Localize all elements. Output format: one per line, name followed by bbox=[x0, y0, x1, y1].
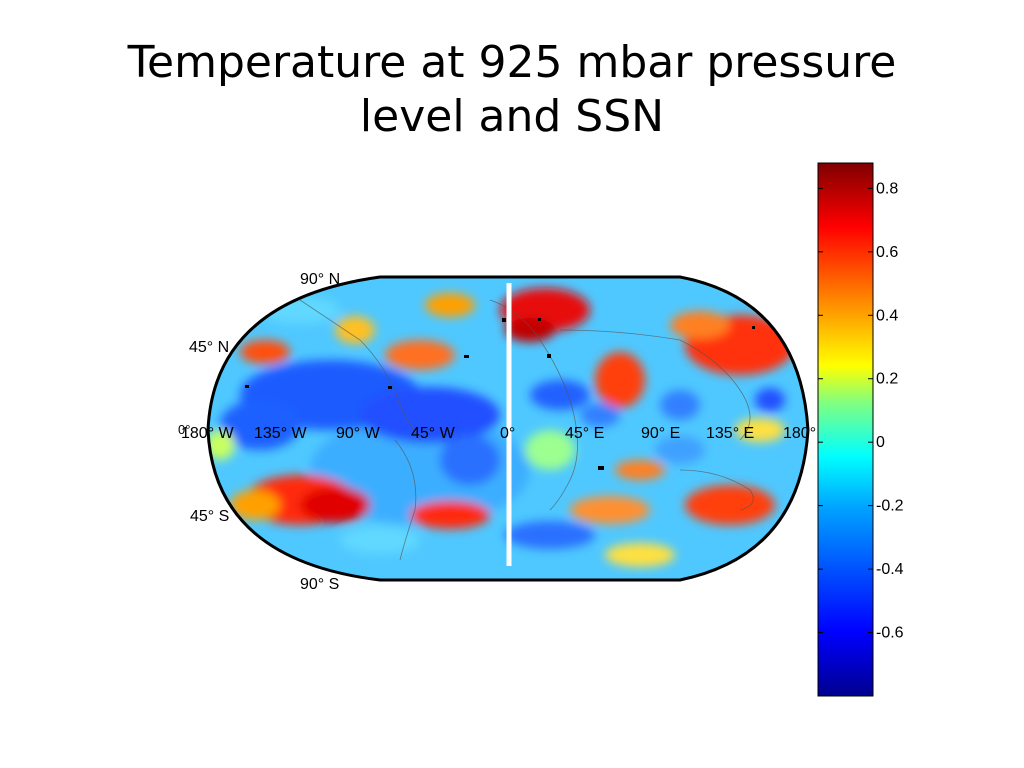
coastline-overlay bbox=[299, 299, 754, 561]
colorbar-tick-label: 0.8 bbox=[876, 180, 898, 197]
lat-label-90s: 90° S bbox=[300, 576, 340, 593]
lon-label-180w: 180° W bbox=[181, 425, 234, 442]
lon-label-135e: 135° E bbox=[706, 425, 755, 442]
lon-label-0: 0° bbox=[500, 425, 516, 442]
title-line-2: level and SSN bbox=[359, 91, 665, 142]
colorbar-tick-label: 0.6 bbox=[876, 244, 898, 261]
colorbar-tick-label: -0.4 bbox=[876, 561, 904, 578]
colorbar-ticks: 0.8 0.6 0.4 0.2 0 -0.2 -0.4 -0.6 bbox=[818, 180, 904, 642]
lon-label-45w: 45° W bbox=[411, 425, 455, 442]
colorbar-tick-label: -0.2 bbox=[876, 498, 904, 515]
map-frame bbox=[206, 275, 810, 582]
lon-label-180: 180° bbox=[783, 425, 817, 442]
lon-label-90w: 90° W bbox=[336, 425, 380, 442]
station-markers bbox=[245, 318, 755, 470]
temperature-field bbox=[208, 277, 808, 580]
title-line-1: Temperature at 925 mbar pressure bbox=[127, 37, 897, 88]
colorbar-frame bbox=[817, 162, 874, 697]
lon-label-90e: 90° E bbox=[641, 425, 681, 442]
lon-label-135w: 135° W bbox=[254, 425, 307, 442]
lat-label-90n: 90° N bbox=[300, 271, 341, 288]
colorbar: 0.8 0.6 0.4 0.2 0 -0.2 -0.4 -0.6 bbox=[817, 162, 904, 697]
colorbar-gradient bbox=[818, 163, 873, 696]
colorbar-tick-label: -0.6 bbox=[876, 625, 904, 642]
colorbar-tick-label: 0.2 bbox=[876, 371, 898, 388]
colorbar-tick-label: 0.4 bbox=[876, 307, 898, 324]
lon-label-45e: 45° E bbox=[565, 425, 605, 442]
colorbar-tick-label: 0 bbox=[876, 434, 885, 451]
lat-label-45n: 45° N bbox=[189, 339, 230, 356]
slide-title: Temperature at 925 mbar pressure level a… bbox=[0, 36, 1024, 144]
lat-label-45s: 45° S bbox=[190, 508, 230, 525]
lat-label-0: 0° bbox=[178, 422, 191, 437]
